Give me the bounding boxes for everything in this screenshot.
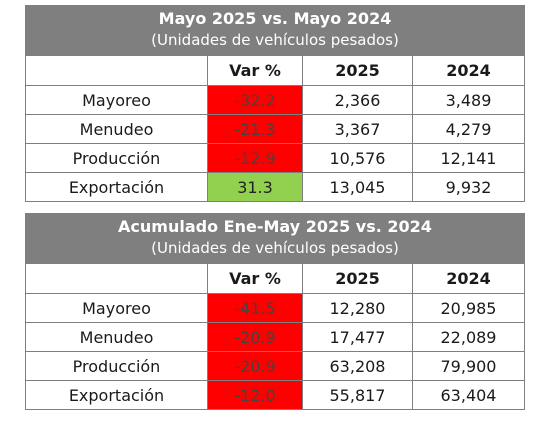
value-2025: 12,280	[302, 294, 412, 322]
table-may: Mayo 2025 vs. Mayo 2024 (Unidades de veh…	[25, 5, 525, 202]
value-2024: 20,985	[412, 294, 524, 322]
row-label: Mayoreo	[82, 298, 151, 318]
value-2025: 63,208	[302, 352, 412, 380]
table-row: Menudeo -20.9 17,477 22,089	[26, 322, 524, 351]
table-row: Menudeo -21.3 3,367 4,279	[26, 114, 524, 143]
row-label: Mayoreo	[82, 90, 151, 110]
value-2025: 10,576	[302, 144, 412, 172]
value-2024: 22,089	[412, 323, 524, 351]
column-header-row: Var % 2025 2024	[26, 263, 524, 293]
value-2024: 63,404	[412, 381, 524, 409]
value-2025: 17,477	[302, 323, 412, 351]
value-2025: 2,366	[302, 86, 412, 114]
row-label: Producción	[72, 356, 161, 376]
column-header-2024: 2024	[412, 56, 524, 85]
table-row: Exportación 31.3 13,045 9,932	[26, 172, 524, 201]
table-title: Mayo 2025 vs. Mayo 2024	[158, 9, 392, 28]
column-header-2025: 2025	[302, 264, 412, 293]
value-2024: 79,900	[412, 352, 524, 380]
value-2024: 3,489	[412, 86, 524, 114]
value-2024: 9,932	[412, 173, 524, 201]
column-header-var: Var %	[207, 56, 302, 85]
table-row: Exportación -12.0 55,817 63,404	[26, 380, 524, 409]
column-header-label	[26, 264, 207, 293]
table-header: Mayo 2025 vs. Mayo 2024 (Unidades de veh…	[26, 6, 524, 55]
table-subtitle: (Unidades de vehículos pesados)	[151, 31, 399, 49]
column-header-row: Var % 2025 2024	[26, 55, 524, 85]
var-cell: -20.9	[207, 323, 302, 351]
table-row: Mayoreo -41.5 12,280 20,985	[26, 293, 524, 322]
column-header-var: Var %	[207, 264, 302, 293]
column-header-label	[26, 56, 207, 85]
var-cell: 31.3	[207, 173, 302, 201]
var-cell: -12.0	[207, 381, 302, 409]
value-2025: 3,367	[302, 115, 412, 143]
table-header: Acumulado Ene-May 2025 vs. 2024 (Unidade…	[26, 214, 524, 263]
column-header-2025: 2025	[302, 56, 412, 85]
table-subtitle: (Unidades de vehículos pesados)	[151, 239, 399, 257]
row-label: Menudeo	[79, 327, 154, 347]
row-label: Exportación	[68, 385, 165, 405]
var-cell: -32.2	[207, 86, 302, 114]
table-row: Producción -12.9 10,576 12,141	[26, 143, 524, 172]
value-2025: 13,045	[302, 173, 412, 201]
var-cell: -12.9	[207, 144, 302, 172]
var-cell: -20.9	[207, 352, 302, 380]
row-label: Producción	[72, 148, 161, 168]
value-2024: 12,141	[412, 144, 524, 172]
row-label: Exportación	[68, 177, 165, 197]
var-cell: -21.3	[207, 115, 302, 143]
table-title: Acumulado Ene-May 2025 vs. 2024	[118, 217, 432, 236]
var-cell: -41.5	[207, 294, 302, 322]
table-row: Mayoreo -32.2 2,366 3,489	[26, 85, 524, 114]
value-2024: 4,279	[412, 115, 524, 143]
row-label: Menudeo	[79, 119, 154, 139]
table-row: Producción -20.9 63,208 79,900	[26, 351, 524, 380]
column-header-2024: 2024	[412, 264, 524, 293]
value-2025: 55,817	[302, 381, 412, 409]
table-cumulative: Acumulado Ene-May 2025 vs. 2024 (Unidade…	[25, 213, 525, 410]
